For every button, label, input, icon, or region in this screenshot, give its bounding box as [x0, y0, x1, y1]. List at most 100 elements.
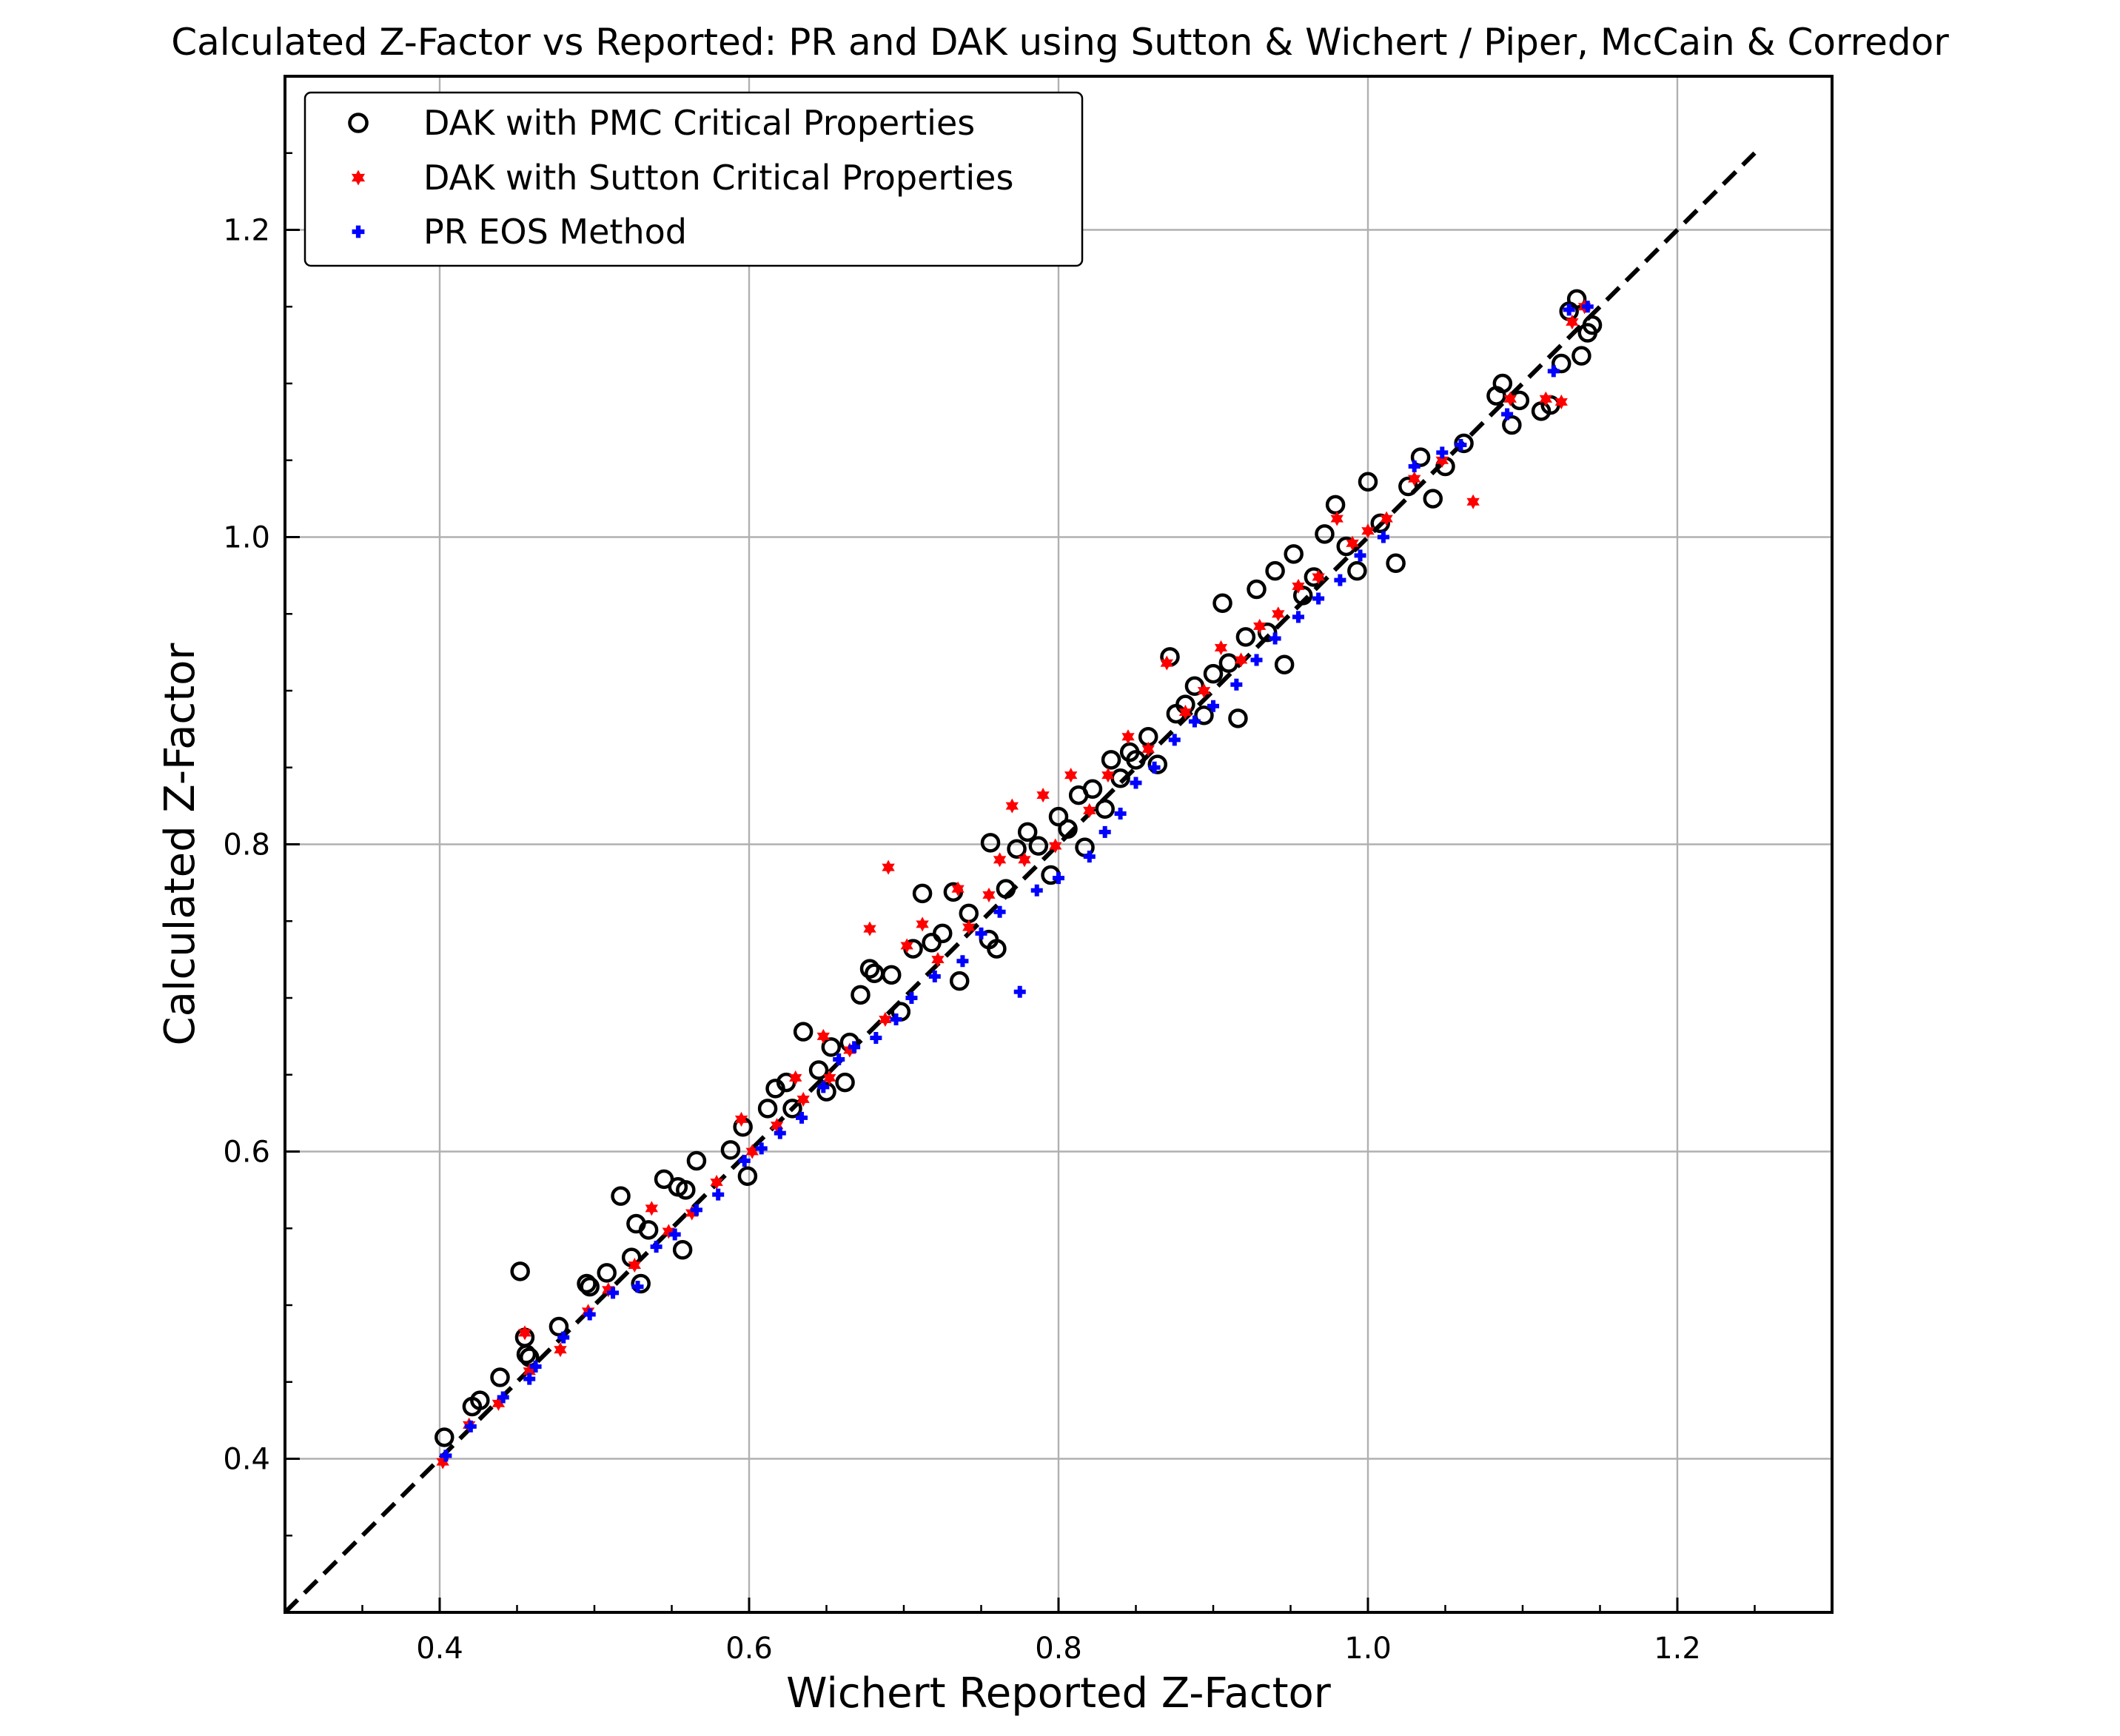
- pr-eos-point: [464, 1420, 477, 1432]
- series-pmc: [435, 289, 1603, 1447]
- pmc-point: [1492, 373, 1513, 394]
- y-tick-label: 0.4: [223, 1443, 270, 1477]
- pmc-point: [835, 1072, 855, 1093]
- pmc-point: [1274, 654, 1295, 674]
- pmc-point: [549, 1316, 569, 1337]
- pr-eos-point: [1013, 985, 1026, 998]
- pr-eos-point: [738, 1154, 751, 1167]
- pr-eos-point: [497, 1391, 509, 1404]
- sutton-point: [1101, 768, 1115, 783]
- pr-eos-point: [993, 905, 1006, 918]
- pmc-point: [577, 1273, 597, 1294]
- pr-eos-point: [583, 1308, 596, 1321]
- sutton-point: [1330, 511, 1344, 526]
- sutton-point: [916, 916, 929, 932]
- sutton-point: [1018, 852, 1031, 868]
- pmc-point: [597, 1263, 617, 1283]
- pmc-point: [757, 1099, 778, 1119]
- pr-eos-point: [956, 955, 969, 968]
- sutton-point: [1064, 768, 1078, 783]
- sutton-point: [1160, 655, 1174, 671]
- pr-eos-point: [1130, 777, 1142, 789]
- pmc-point: [1552, 353, 1571, 374]
- legend-label-pmc: DAK with PMC Critical Properties: [423, 103, 975, 143]
- pr-eos-point: [557, 1331, 570, 1344]
- sutton-point: [879, 1011, 892, 1028]
- pr-eos-point: [1563, 304, 1575, 316]
- series-pr-eos: [440, 301, 1594, 1462]
- sutton-point: [1049, 838, 1062, 854]
- pmc-point: [1058, 819, 1078, 839]
- pmc-point: [720, 1140, 741, 1160]
- pr-eos-point: [817, 1081, 830, 1093]
- pmc-point: [1082, 779, 1103, 800]
- pmc-point: [1347, 560, 1367, 581]
- sutton-point: [993, 852, 1007, 868]
- sutton-point: [628, 1257, 642, 1273]
- pr-eos-point: [1377, 531, 1389, 543]
- pmc-point: [933, 923, 953, 944]
- sutton-point: [796, 1091, 810, 1107]
- pmc-point: [1284, 544, 1304, 564]
- pr-eos-point: [905, 992, 918, 1004]
- pmc-point: [1095, 799, 1115, 820]
- pmc-point: [1048, 806, 1069, 827]
- pmc-point: [1247, 579, 1267, 600]
- pmc-point: [435, 1427, 454, 1447]
- pmc-point: [470, 1390, 490, 1410]
- y-tick-label: 1.2: [223, 214, 270, 248]
- sutton-point: [1005, 798, 1019, 814]
- x-tick-label: 0.8: [1035, 1632, 1082, 1666]
- series-sutton: [436, 299, 1591, 1469]
- y-tick-label: 0.6: [223, 1136, 270, 1170]
- sutton-point: [734, 1111, 748, 1127]
- pmc-point: [580, 1276, 600, 1297]
- pmc-point: [821, 1037, 842, 1057]
- x-tick-label: 1.2: [1654, 1632, 1701, 1666]
- chart-title: Calculated Z-Factor vs Reported: PR and …: [171, 21, 1949, 64]
- pmc-point: [638, 1220, 659, 1240]
- pmc-point: [510, 1261, 530, 1281]
- sutton-point: [1312, 569, 1325, 585]
- pr-eos-point: [1168, 734, 1181, 746]
- pmc-point: [1358, 472, 1378, 492]
- sutton-point: [788, 1070, 802, 1085]
- pmc-point: [1582, 315, 1603, 335]
- pr-eos-point: [1030, 884, 1043, 897]
- pr-eos-point: [848, 1041, 861, 1053]
- pr-eos-point: [607, 1287, 620, 1299]
- pr-eos-point: [1354, 549, 1366, 562]
- sutton-point: [1178, 704, 1192, 720]
- sutton-point: [1234, 652, 1248, 668]
- sutton-point: [1141, 741, 1155, 757]
- sutton-point: [1252, 618, 1267, 634]
- sutton-point: [1197, 683, 1211, 699]
- pmc-point: [851, 985, 871, 1005]
- pr-eos-point: [1408, 460, 1420, 473]
- pmc-point: [1423, 489, 1443, 509]
- pr-eos-point: [631, 1281, 644, 1293]
- pr-eos-point: [1083, 851, 1096, 863]
- x-axis-label: Wichert Reported Z-Factor: [786, 1669, 1332, 1717]
- sutton-point: [1214, 640, 1228, 655]
- pr-eos-point: [1188, 715, 1201, 728]
- pmc-point: [987, 939, 1007, 959]
- sutton-point: [882, 859, 895, 875]
- pmc-point: [1101, 750, 1121, 770]
- sutton-point: [1435, 452, 1449, 468]
- pmc-point: [882, 965, 902, 985]
- sutton-point: [1554, 394, 1568, 409]
- pmc-point: [1571, 346, 1591, 366]
- legend-label-sutton: DAK with Sutton Critical Properties: [423, 158, 1013, 198]
- pr-eos-point: [1547, 365, 1560, 378]
- legend-box: [303, 91, 1084, 267]
- pr-eos-point: [1207, 700, 1219, 712]
- pmc-point: [949, 971, 970, 991]
- pmc-point: [1028, 836, 1049, 856]
- sutton-point: [816, 1028, 831, 1044]
- sutton-point: [1083, 802, 1096, 818]
- pr-eos-point: [1114, 808, 1127, 820]
- grid: [285, 76, 1832, 1612]
- pr-eos-point: [975, 927, 987, 939]
